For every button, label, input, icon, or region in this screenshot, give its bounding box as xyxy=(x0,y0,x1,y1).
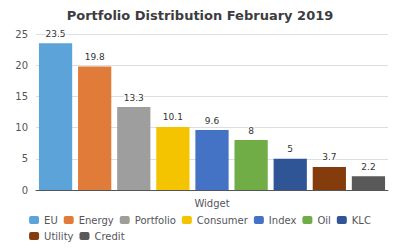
svg-text:13.3: 13.3 xyxy=(124,93,144,103)
svg-text:Consumer: Consumer xyxy=(197,215,249,226)
svg-text:Portfolio: Portfolio xyxy=(135,215,176,226)
svg-text:Credit: Credit xyxy=(94,231,124,242)
svg-text:0: 0 xyxy=(22,185,28,196)
svg-text:Oil: Oil xyxy=(317,215,330,226)
svg-text:KLC: KLC xyxy=(352,215,371,226)
svg-text:15: 15 xyxy=(15,91,28,102)
svg-text:19.8: 19.8 xyxy=(85,52,105,62)
svg-text:Index: Index xyxy=(269,215,297,226)
svg-text:5: 5 xyxy=(22,153,28,164)
svg-text:20: 20 xyxy=(15,60,28,71)
svg-text:2.2: 2.2 xyxy=(361,162,375,172)
svg-text:23.5: 23.5 xyxy=(46,29,66,39)
svg-text:EU: EU xyxy=(44,215,58,226)
svg-text:8: 8 xyxy=(248,126,254,136)
svg-text:10: 10 xyxy=(15,122,28,133)
svg-text:5: 5 xyxy=(287,144,293,154)
svg-text:Widget: Widget xyxy=(194,198,229,209)
svg-text:25: 25 xyxy=(15,29,28,40)
svg-text:Utility: Utility xyxy=(44,231,73,242)
svg-text:Energy: Energy xyxy=(79,215,114,226)
svg-text:Portfolio Distribution Februar: Portfolio Distribution February 2019 xyxy=(67,8,334,23)
svg-text:10.1: 10.1 xyxy=(163,112,183,122)
svg-text:9.6: 9.6 xyxy=(205,116,220,126)
svg-text:3.7: 3.7 xyxy=(322,152,336,162)
